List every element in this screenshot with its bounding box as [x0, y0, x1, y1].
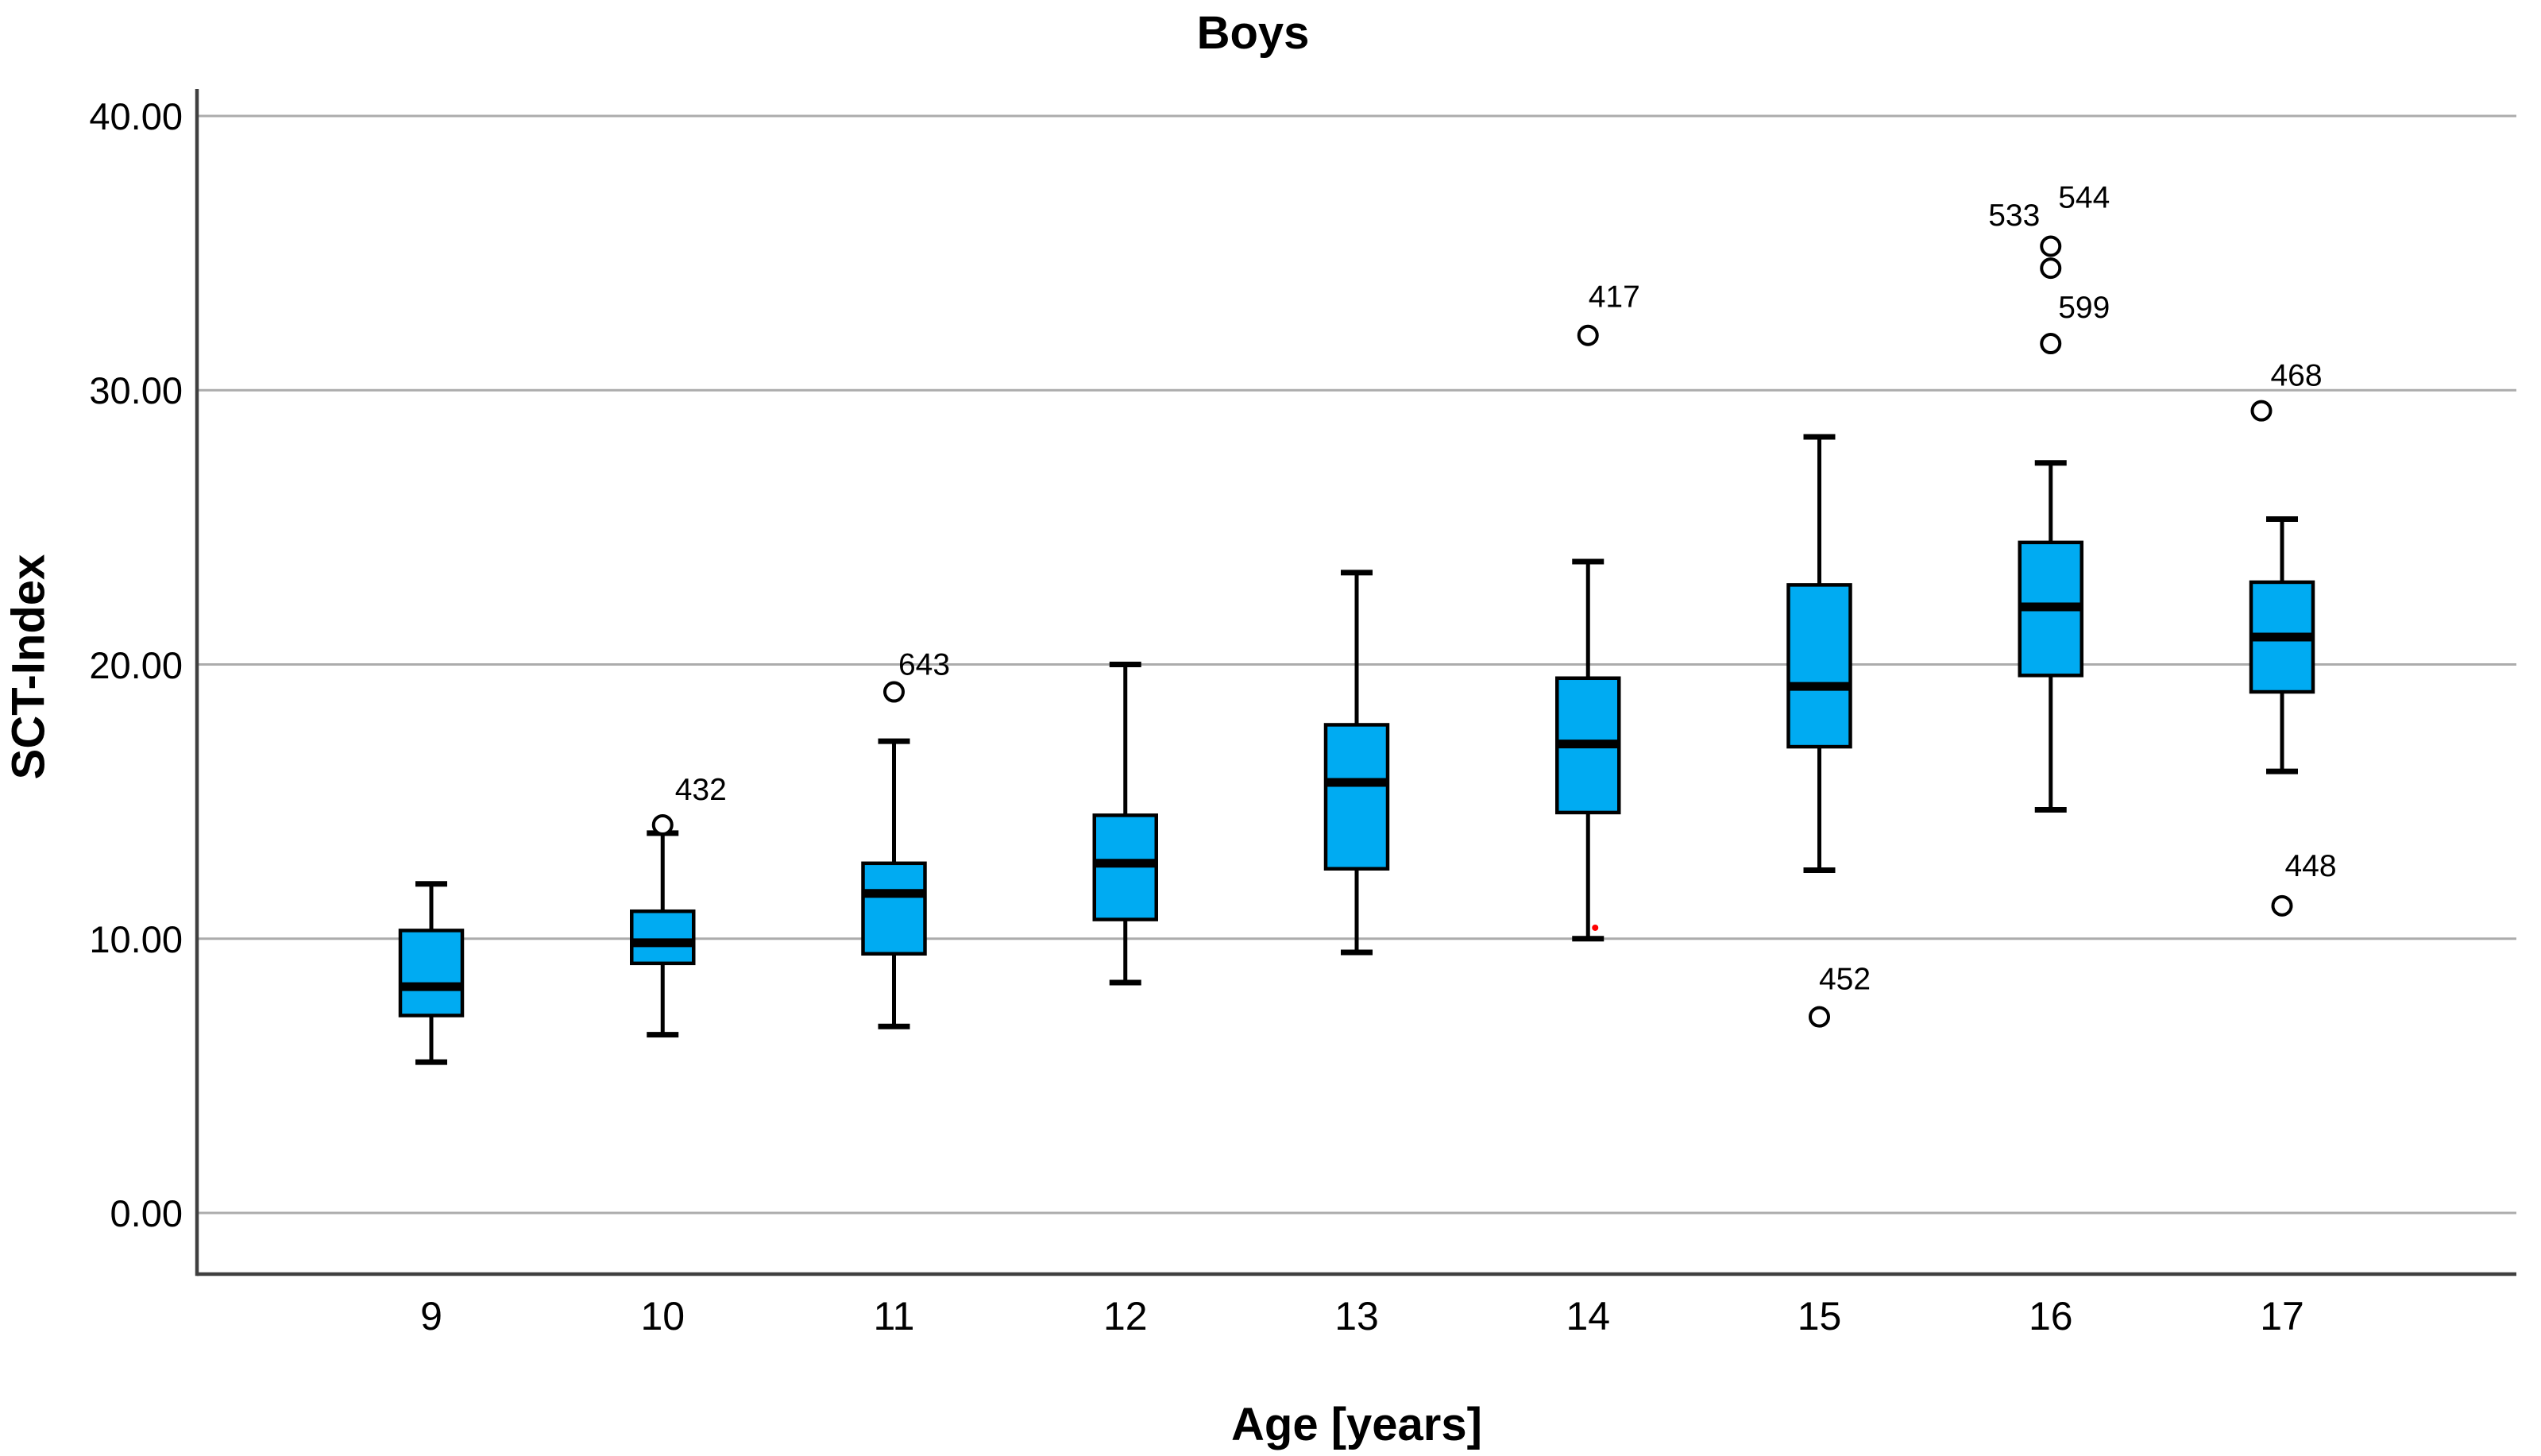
outlier-circle-599	[2040, 333, 2062, 355]
x-tick-label-13: 13	[1334, 1294, 1379, 1338]
box-age-15	[1786, 583, 1852, 749]
x-tick-label-12: 12	[1103, 1294, 1148, 1338]
x-tick-label-15: 15	[1797, 1294, 1842, 1338]
outlier-label-643: 643	[898, 648, 950, 682]
outlier-label-544: 544	[2058, 180, 2110, 214]
y-tick-label-0.00: 0.00	[110, 1192, 183, 1234]
outlier-label-432: 432	[675, 773, 727, 807]
outlier-label-452: 452	[1819, 963, 1871, 997]
x-tick-label-10: 10	[640, 1294, 685, 1338]
y-tick-label-30.00: 30.00	[89, 369, 183, 412]
outlier-circle-452	[1809, 1006, 1830, 1028]
box-age-9	[398, 929, 465, 1018]
box-age-10	[630, 909, 696, 966]
x-tick-label-11: 11	[873, 1294, 915, 1338]
x-tick-label-9: 9	[420, 1294, 442, 1338]
box-age-11	[861, 861, 927, 956]
y-tick-label-10.00: 10.00	[89, 917, 183, 960]
outlier-circle-643	[883, 681, 905, 703]
x-tick-label-17: 17	[2260, 1294, 2304, 1338]
outlier-circle-448	[2271, 894, 2293, 917]
x-tick-label-14: 14	[1566, 1294, 1611, 1338]
outlier-label-468: 468	[2270, 359, 2322, 393]
red-data-point	[1592, 924, 1599, 931]
outlier-label-599: 599	[2058, 291, 2110, 325]
outlier-circle-417	[1577, 324, 1599, 346]
outlier-circle-468	[2250, 400, 2273, 422]
outlier-label-533: 533	[1988, 199, 2040, 233]
x-axis-title: Age [years]	[1231, 1399, 1482, 1450]
y-tick-label-20.00: 20.00	[89, 643, 183, 686]
outlier-circle-544	[2040, 235, 2062, 257]
outlier-circle-432	[651, 813, 674, 836]
outlier-label-448: 448	[2284, 849, 2336, 883]
box-age-13	[1323, 723, 1390, 871]
chart-title: Boys	[1196, 7, 1310, 59]
y-tick-label-40.00: 40.00	[89, 95, 183, 137]
outlier-label-417: 417	[1589, 280, 1640, 315]
outlier-circle-533	[2040, 257, 2062, 280]
x-tick-label-16: 16	[2028, 1294, 2073, 1338]
